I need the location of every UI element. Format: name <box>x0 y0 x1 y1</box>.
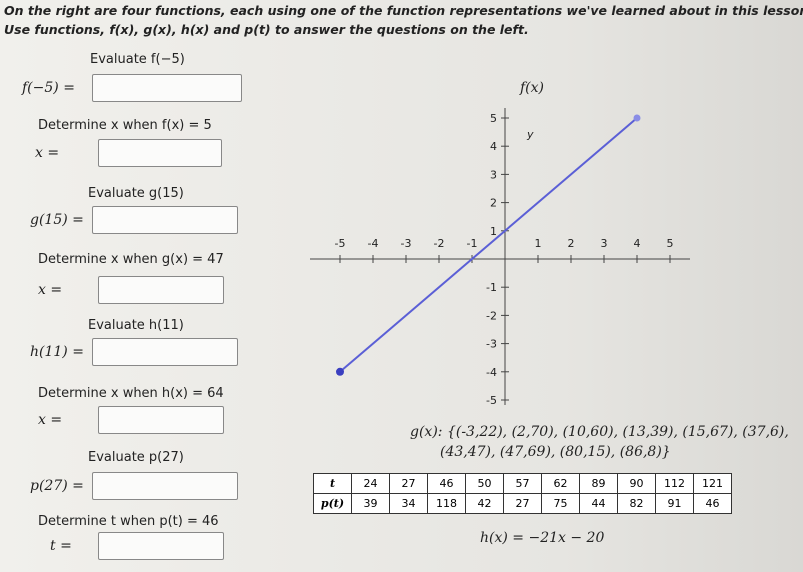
answer-input[interactable] <box>92 472 238 500</box>
table-cell: 27 <box>503 493 542 514</box>
question-prompt: Evaluate h(11) <box>88 318 184 333</box>
x-tick-label: 3 <box>601 237 608 250</box>
table-cell: 39 <box>351 493 390 514</box>
table-cell: 118 <box>427 493 466 514</box>
answer-input[interactable] <box>92 74 242 102</box>
question-prompt: Determine x when g(x) = 47 <box>38 252 224 267</box>
x-tick-label: 4 <box>634 237 641 250</box>
answer-input[interactable] <box>92 338 238 366</box>
table-cell: 90 <box>617 473 656 494</box>
question-prompt: Evaluate p(27) <box>88 450 184 465</box>
table-cell: 121 <box>693 473 732 494</box>
table-cell: 44 <box>579 493 618 514</box>
answer-label: f(−5) = <box>22 80 75 96</box>
x-tick-label: -4 <box>368 237 379 250</box>
axis-label: y <box>526 128 534 141</box>
table-cell: 42 <box>465 493 504 514</box>
table-cell: 34 <box>389 493 428 514</box>
question-prompt: Determine x when f(x) = 5 <box>38 118 212 133</box>
x-tick-label: -3 <box>401 237 412 250</box>
x-tick-label: 5 <box>667 237 674 250</box>
question-prompt: Evaluate g(15) <box>88 186 184 201</box>
table-cell: 89 <box>579 473 618 494</box>
table-cell: 24 <box>351 473 390 494</box>
answer-label: p(27) = <box>30 478 84 494</box>
answer-input[interactable] <box>98 139 222 167</box>
table-cell: 57 <box>503 473 542 494</box>
y-tick-label: -1 <box>486 281 497 294</box>
x-tick-label: -5 <box>335 237 346 250</box>
table-cell: 27 <box>389 473 428 494</box>
x-tick-label: 1 <box>535 237 542 250</box>
table-cell: t <box>313 473 352 494</box>
x-tick-label: -1 <box>467 237 478 250</box>
header-line: Use functions, f(x), g(x), h(x) and p(t)… <box>4 22 529 37</box>
y-tick-label: 2 <box>490 197 497 210</box>
y-tick-label: 5 <box>490 112 497 125</box>
table-cell: 82 <box>617 493 656 514</box>
question-prompt: Determine x when h(x) = 64 <box>38 386 224 401</box>
answer-label: g(15) = <box>30 212 84 228</box>
answer-label: x = <box>35 145 60 161</box>
y-tick-label: 1 <box>490 225 497 238</box>
y-tick-label: 4 <box>490 140 497 153</box>
table-cell: 91 <box>655 493 694 514</box>
table-cell: 75 <box>541 493 580 514</box>
y-tick-label: -3 <box>486 338 497 351</box>
answer-label: x = <box>38 412 63 428</box>
table-row: p(t) 39 34 118 42 27 75 44 82 91 46 <box>313 493 732 514</box>
answer-input[interactable] <box>98 276 224 304</box>
y-tick-label: -5 <box>486 394 497 407</box>
header-line: On the right are four functions, each us… <box>4 3 803 18</box>
answer-input[interactable] <box>98 532 224 560</box>
table-cell: 46 <box>693 493 732 514</box>
y-tick-label: 3 <box>490 168 497 181</box>
answer-input[interactable] <box>92 206 238 234</box>
table-cell: p(t) <box>313 493 352 514</box>
table-cell: 62 <box>541 473 580 494</box>
table-cell: 50 <box>465 473 504 494</box>
answer-input[interactable] <box>98 406 224 434</box>
y-tick-label: -4 <box>486 366 497 379</box>
endpoint <box>633 114 641 122</box>
g-set: (43,47), (47,69), (80,15), (86,8)} <box>440 444 671 460</box>
table-row: t 24 27 46 50 57 62 89 90 112 121 <box>313 473 732 494</box>
x-tick-label: 2 <box>568 237 575 250</box>
endpoint <box>336 367 344 376</box>
answer-label: h(11) = <box>30 344 84 360</box>
y-tick-label: -2 <box>486 309 497 322</box>
answer-label: x = <box>38 282 63 298</box>
question-prompt: Evaluate f(−5) <box>90 52 185 67</box>
h-formula: h(x) = −21x − 20 <box>480 530 605 546</box>
x-tick-label: -2 <box>434 237 445 250</box>
p-table: t 24 27 46 50 57 62 89 90 112 121 p(t) 39 34 118 42 27 75… <box>313 473 732 514</box>
f-line <box>339 117 638 373</box>
g-set: g(x): {(-3,22), (2,70), (10,60), (13,39)… <box>410 424 789 440</box>
question-prompt: Determine t when p(t) = 46 <box>38 514 219 529</box>
table-cell: 46 <box>427 473 466 494</box>
graph-title: f(x) <box>519 80 544 96</box>
table-cell: 112 <box>655 473 694 494</box>
answer-label: t = <box>50 538 72 554</box>
